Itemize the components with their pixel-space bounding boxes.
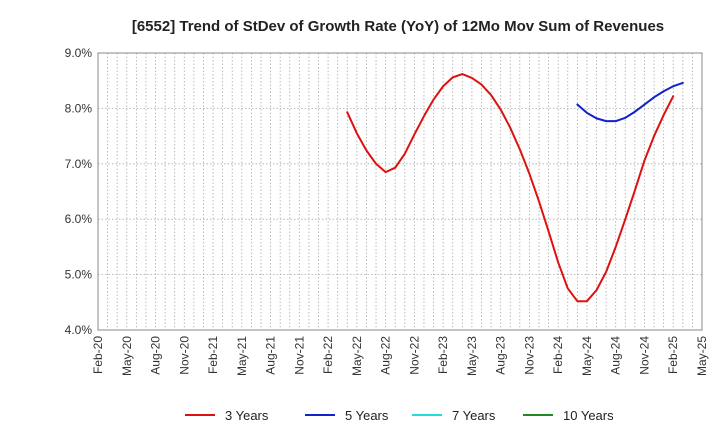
x-tick-label: Feb-24: [551, 336, 565, 374]
x-tick-label: Nov-21: [292, 336, 306, 375]
chart-title: [6552] Trend of StDev of Growth Rate (Yo…: [132, 18, 664, 35]
x-tick-label: Aug-23: [494, 336, 508, 375]
y-tick-label: 4.0%: [65, 323, 93, 337]
x-tick-label: Aug-22: [379, 336, 393, 375]
y-tick-label: 5.0%: [65, 268, 93, 282]
series-line: [576, 81, 684, 123]
legend: 3 Years 5 Years 7 Years 10 Years: [185, 408, 614, 423]
x-tick-label: Nov-23: [522, 336, 536, 375]
legend-label: 5 Years: [345, 408, 389, 423]
x-tick-label: Feb-20: [91, 336, 105, 374]
grid: [98, 52, 702, 331]
x-tick-label: May-23: [465, 336, 479, 376]
y-tick-label: 7.0%: [65, 157, 93, 171]
x-tick-label: Nov-20: [177, 336, 191, 375]
series-lines: [346, 73, 684, 303]
legend-label: 7 Years: [452, 408, 496, 423]
x-tick-label: Feb-21: [206, 336, 220, 374]
x-tick-label: May-21: [235, 336, 249, 376]
axes: 4.0% 5.0% 6.0% 7.0% 8.0% 9.0% Feb-20 May-20 Aug-…: [65, 46, 709, 376]
x-tick-label: May-24: [580, 336, 594, 376]
x-tick-label: Aug-21: [264, 336, 278, 375]
x-tick-label: May-22: [350, 336, 364, 376]
y-tick-label: 8.0%: [65, 101, 93, 115]
y-tick-label: 6.0%: [65, 212, 93, 226]
plot-frame: [97, 52, 703, 331]
x-tick-label: Feb-23: [436, 336, 450, 374]
x-tick-label: Feb-25: [666, 336, 680, 374]
x-tick-label: Feb-22: [321, 336, 335, 374]
legend-label: 10 Years: [563, 408, 614, 423]
x-tick-label: Nov-22: [407, 336, 421, 375]
x-tick-label: Nov-24: [637, 336, 651, 375]
x-tick-label: May-20: [120, 336, 134, 376]
legend-label: 3 Years: [225, 408, 269, 423]
x-tick-label: Aug-24: [609, 336, 623, 375]
x-tick-label: May-25: [695, 336, 709, 376]
series-line: [346, 73, 675, 303]
x-tick-label: Aug-20: [149, 336, 163, 375]
y-tick-label: 9.0%: [65, 46, 93, 60]
